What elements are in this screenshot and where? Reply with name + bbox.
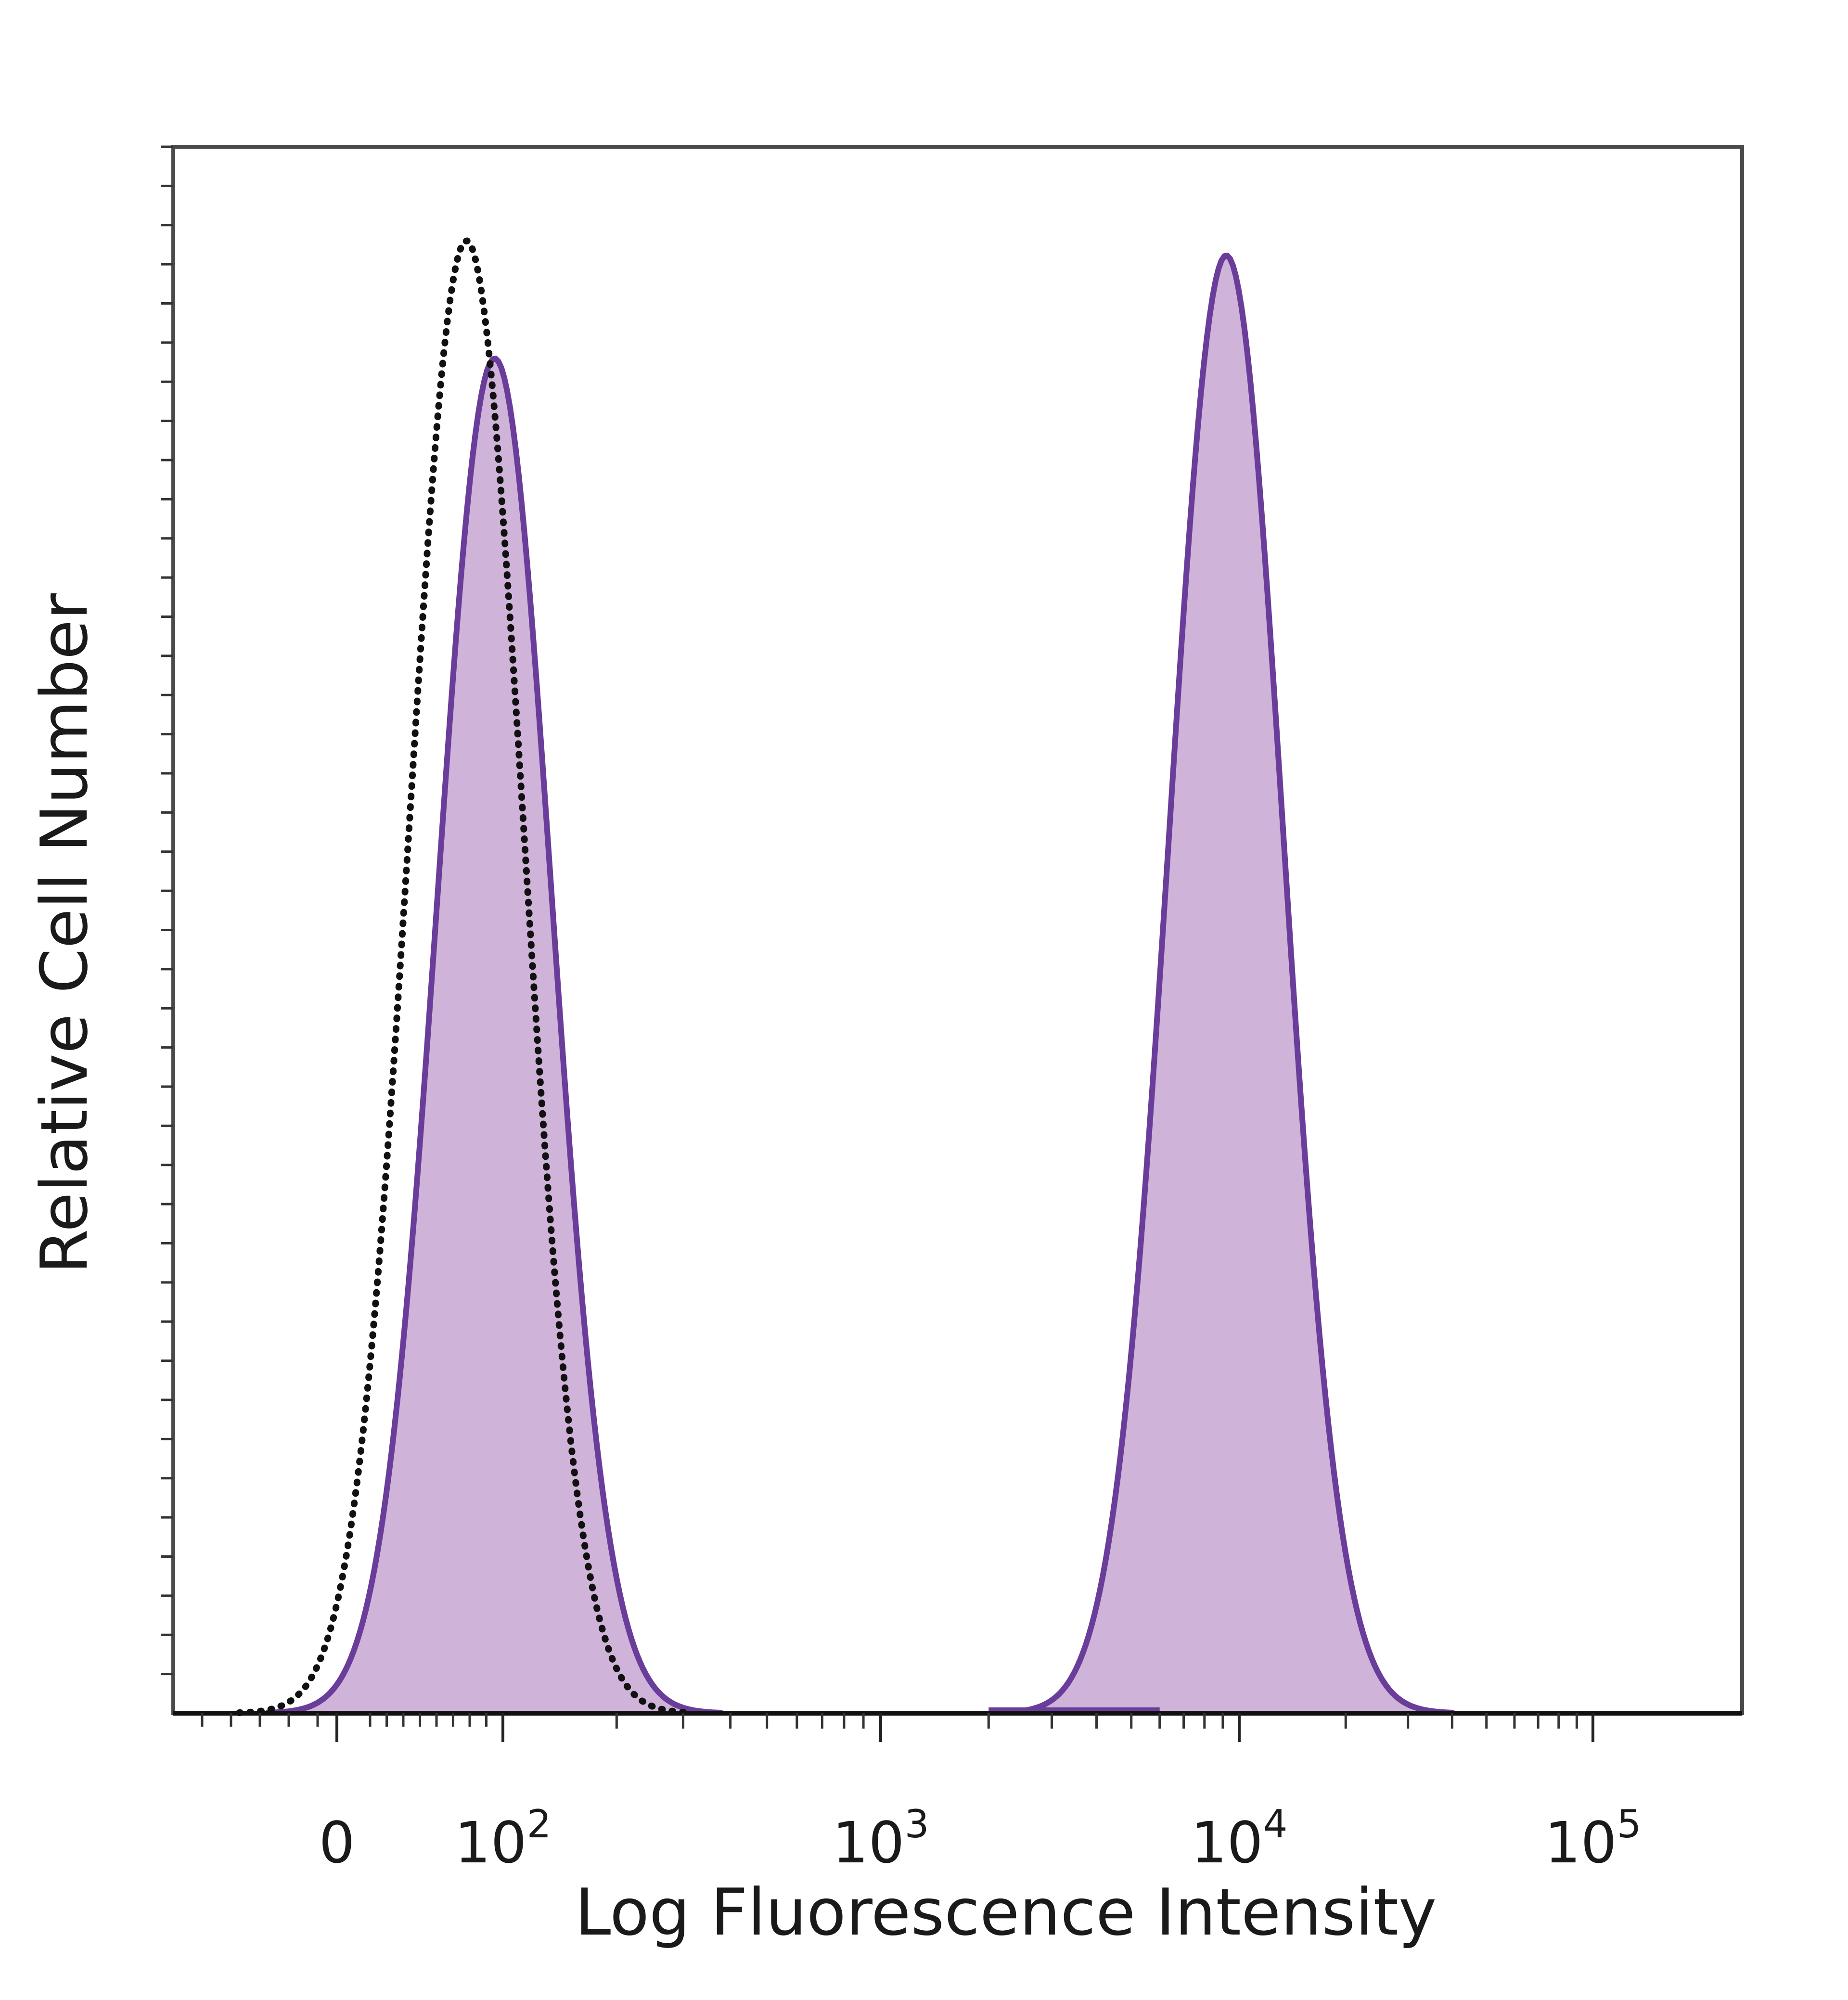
series-outlines (236, 237, 1455, 1716)
x-tick-label-4: 105 (1544, 1802, 1641, 1876)
series-0-peak-0-outline (264, 356, 724, 1716)
x-minor-ticks (201, 1713, 1594, 1742)
x-tick-label-0: 0 (319, 1809, 355, 1876)
y-minor-ticks (161, 145, 173, 1676)
series-fills (267, 256, 1452, 1714)
series-0-peak-0-fill (267, 359, 721, 1714)
series-1-peak-0-outline (236, 237, 696, 1716)
x-axis-title: Log Fluorescence Intensity (575, 1875, 1437, 1950)
x-tick-label-3: 104 (1191, 1802, 1287, 1876)
y-axis-title: Relative Cell Number (27, 593, 102, 1274)
x-tick-labels: 0 102 103 104 105 (319, 1802, 1641, 1876)
series-0-peak-1-outline (996, 253, 1455, 1716)
series-0-peak-1-fill (999, 256, 1452, 1713)
x-tick-label-2: 103 (832, 1802, 929, 1876)
x-tick-label-1: 102 (454, 1802, 551, 1876)
